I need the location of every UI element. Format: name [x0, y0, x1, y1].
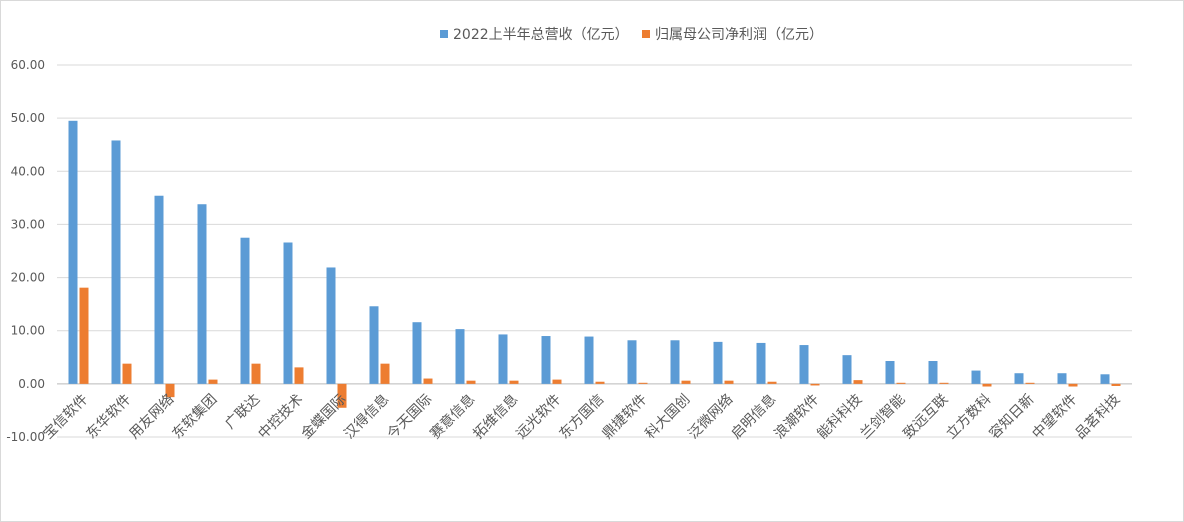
y-tick-label: 0.00	[18, 377, 45, 391]
y-axis: -10.00 0.00 10.00 20.00 30.00 40.00 50.00 60.00	[6, 58, 45, 444]
category-label: 用友网络	[126, 391, 177, 442]
bar-net-profit	[939, 382, 949, 384]
bar-revenue	[197, 204, 207, 384]
bar-net-profit	[509, 380, 519, 384]
bar-revenue	[627, 340, 637, 384]
bar-revenue	[799, 345, 809, 384]
category-label: 今天国际	[384, 391, 435, 442]
bar-net-profit	[337, 383, 347, 408]
category-label: 广联达	[222, 391, 263, 432]
category-label: 能科科技	[814, 391, 865, 442]
category-label: 金蝶国际	[298, 391, 349, 442]
y-tick-label: 50.00	[11, 111, 45, 125]
bar-revenue	[713, 341, 723, 384]
bar-revenue	[1100, 374, 1110, 384]
y-tick-label: 20.00	[11, 271, 45, 285]
category-label: 浪潮软件	[771, 391, 822, 442]
category-label: 科大国创	[642, 391, 693, 442]
category-label: 中控技术	[255, 391, 306, 442]
category-label: 赛意信息	[427, 391, 479, 443]
bar-net-profit	[982, 383, 992, 387]
bar-net-profit	[1111, 383, 1121, 386]
legend-label: 2022上半年总营收（亿元）	[453, 27, 629, 43]
bar-net-profit	[681, 380, 691, 384]
bar-revenue	[885, 361, 895, 384]
bar-revenue	[154, 195, 164, 384]
bar-net-profit	[853, 380, 863, 384]
category-label: 鼎捷软件	[599, 391, 650, 442]
category-label: 品茗科技	[1072, 391, 1123, 442]
category-label: 拓维信息	[470, 391, 522, 443]
category-label: 容知日新	[986, 391, 1038, 443]
legend-label: 归属母公司净利润（亿元）	[655, 26, 823, 43]
bar-net-profit	[638, 382, 648, 384]
bars	[68, 120, 1121, 408]
category-label: 汉得信息	[341, 391, 393, 443]
bar-net-profit	[466, 380, 476, 384]
bar-revenue	[498, 334, 508, 384]
gridlines	[57, 64, 1132, 438]
category-label: 宝信软件	[40, 391, 91, 442]
category-label: 致远互联	[900, 391, 951, 442]
category-label: 兰剑智能	[857, 391, 908, 442]
bar-net-profit	[1068, 383, 1078, 387]
bar-net-profit	[896, 382, 906, 384]
bar-revenue	[68, 120, 78, 384]
bar-net-profit	[1025, 382, 1035, 384]
bar-revenue	[1057, 373, 1067, 384]
bar-revenue	[240, 237, 250, 384]
legend-item: 归属母公司净利润（亿元）	[642, 26, 823, 43]
bar-net-profit	[122, 363, 132, 384]
y-tick-label: 60.00	[11, 58, 45, 72]
series-1	[68, 120, 1110, 384]
bar-net-profit	[767, 381, 777, 384]
category-label: 立方数科	[943, 391, 994, 442]
bar-revenue	[283, 242, 293, 384]
category-label: 中望软件	[1029, 391, 1080, 442]
bar-revenue	[412, 322, 422, 384]
bar-revenue	[971, 370, 981, 384]
bar-revenue	[111, 140, 121, 384]
bar-revenue	[369, 306, 379, 384]
bar-revenue	[1014, 373, 1024, 384]
bar-net-profit	[810, 383, 820, 386]
bar-revenue	[928, 361, 938, 384]
bar-net-profit	[165, 383, 175, 398]
legend-swatch	[440, 30, 448, 38]
legend-item: 2022上半年总营收（亿元）	[440, 27, 629, 43]
bar-revenue	[541, 336, 551, 384]
bar-net-profit	[208, 379, 218, 384]
legend: 2022上半年总营收（亿元） 归属母公司净利润（亿元）	[440, 26, 823, 43]
y-tick-label: 10.00	[11, 324, 45, 338]
bar-net-profit	[423, 378, 433, 384]
bar-revenue	[326, 267, 336, 384]
bar-net-profit	[79, 287, 89, 384]
bar-net-profit	[595, 381, 605, 384]
bar-revenue	[842, 355, 852, 384]
category-label: 远光软件	[513, 391, 564, 442]
y-tick-label: 30.00	[11, 217, 45, 231]
y-tick-label: -10.00	[6, 430, 45, 444]
category-label: 泛微网络	[685, 391, 736, 442]
bar-net-profit	[380, 363, 390, 384]
bar-revenue	[670, 340, 680, 384]
bar-net-profit	[552, 379, 562, 384]
bar-net-profit	[251, 363, 261, 384]
legend-swatch	[642, 30, 650, 38]
y-tick-label: 40.00	[11, 164, 45, 178]
category-label: 东方国信	[556, 391, 607, 442]
bar-revenue	[584, 336, 594, 384]
bar-net-profit	[294, 367, 304, 384]
category-label: 东软集团	[169, 391, 221, 443]
category-label: 东华软件	[83, 391, 134, 442]
series-2	[79, 287, 1121, 408]
category-label: 启明信息	[728, 391, 780, 443]
bar-net-profit	[724, 380, 734, 384]
bar-revenue	[756, 342, 766, 384]
bar-revenue	[455, 329, 465, 384]
